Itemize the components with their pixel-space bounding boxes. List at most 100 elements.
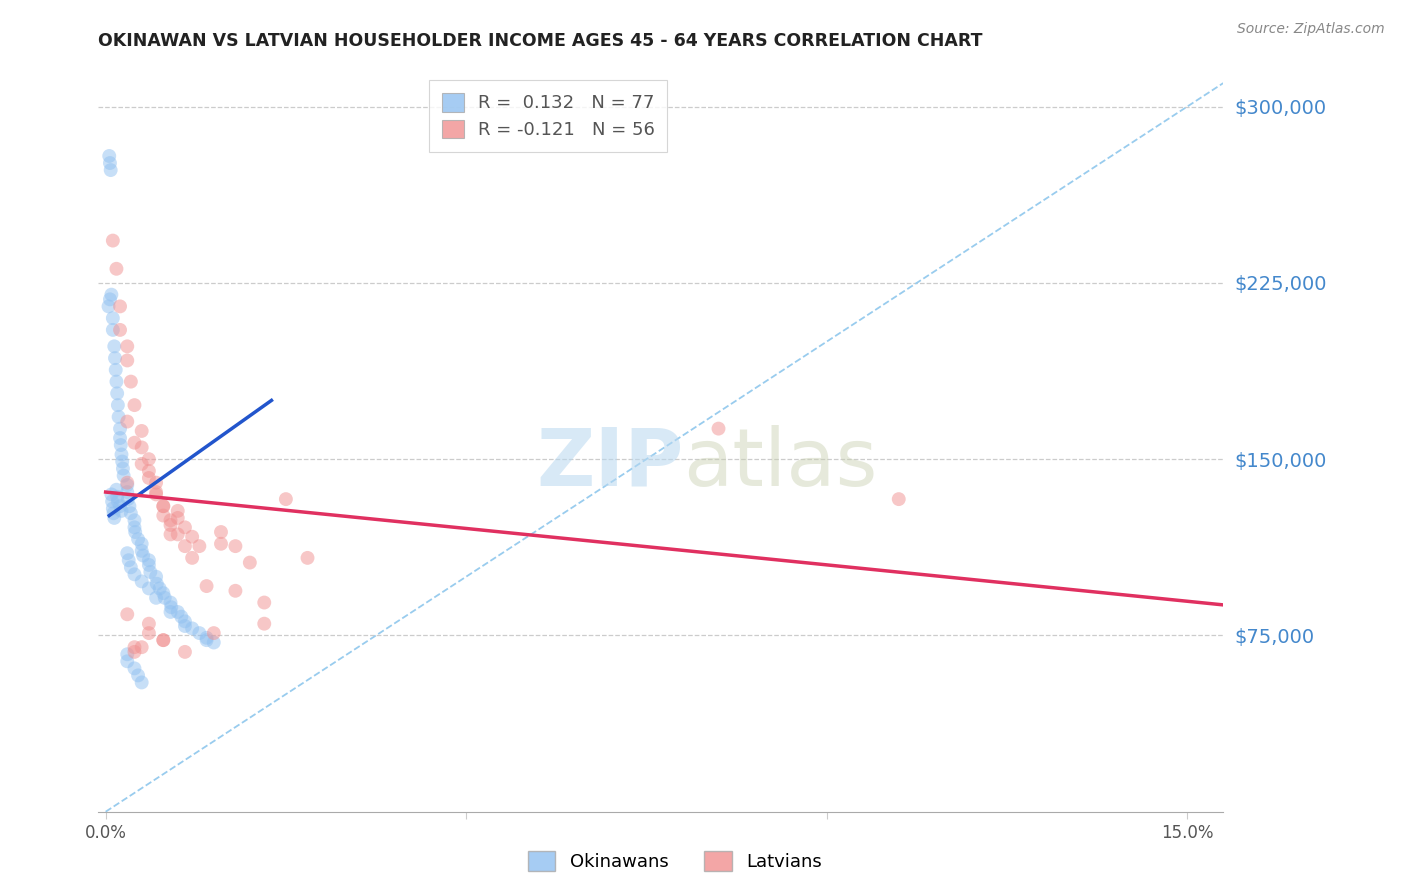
Point [104, 363, 127, 377]
Point [107, 409, 129, 424]
Point [181, 621, 204, 635]
Point [117, 492, 139, 507]
Point [152, 633, 174, 648]
Point [139, 565, 162, 579]
Point [117, 654, 139, 668]
Point [152, 508, 174, 523]
Point [120, 506, 142, 520]
Point [117, 607, 139, 622]
Point [166, 504, 188, 518]
Point [100, 163, 122, 178]
Point [101, 323, 124, 337]
Point [166, 511, 188, 525]
Point [124, 513, 146, 527]
Point [124, 567, 146, 582]
Point [103, 511, 125, 525]
Point [159, 595, 181, 609]
Point [195, 633, 218, 648]
Point [253, 595, 276, 609]
Point [159, 518, 181, 533]
Point [117, 339, 139, 353]
Point [117, 546, 139, 560]
Point [274, 492, 297, 507]
Point [131, 640, 153, 655]
Point [124, 645, 146, 659]
Point [131, 457, 153, 471]
Point [707, 422, 730, 436]
Point [98, 149, 121, 163]
Point [118, 499, 141, 513]
Point [117, 475, 139, 490]
Point [166, 527, 188, 541]
Point [101, 234, 124, 248]
Point [224, 583, 246, 598]
Point [117, 415, 139, 429]
Point [110, 438, 132, 452]
Point [132, 549, 155, 563]
Point [112, 468, 135, 483]
Point [138, 616, 160, 631]
Point [117, 647, 139, 661]
Point [101, 494, 124, 508]
Point [152, 499, 174, 513]
Point [103, 506, 125, 520]
Point [297, 550, 319, 565]
Point [124, 520, 146, 534]
Point [117, 485, 139, 500]
Point [124, 435, 146, 450]
Point [131, 544, 153, 558]
Text: atlas: atlas [683, 425, 877, 503]
Point [105, 490, 128, 504]
Point [124, 640, 146, 655]
Point [101, 311, 124, 326]
Point [174, 520, 197, 534]
Point [202, 626, 225, 640]
Point [105, 386, 128, 401]
Point [145, 570, 167, 584]
Point [110, 504, 132, 518]
Point [152, 499, 174, 513]
Point [138, 582, 160, 596]
Point [103, 339, 125, 353]
Point [174, 539, 197, 553]
Point [124, 398, 146, 412]
Legend: Okinawans, Latvians: Okinawans, Latvians [520, 844, 830, 879]
Point [174, 615, 197, 629]
Point [160, 600, 183, 615]
Point [159, 527, 181, 541]
Point [127, 668, 149, 682]
Point [127, 532, 149, 546]
Point [253, 616, 276, 631]
Point [145, 487, 167, 501]
Point [111, 454, 134, 468]
Point [107, 398, 129, 412]
Point [97, 299, 120, 313]
Point [166, 605, 188, 619]
Point [117, 353, 139, 368]
Point [108, 499, 131, 513]
Point [188, 626, 211, 640]
Point [131, 675, 153, 690]
Point [138, 464, 160, 478]
Point [107, 494, 129, 508]
Point [104, 351, 127, 365]
Point [108, 323, 131, 337]
Point [111, 461, 134, 475]
Point [138, 626, 160, 640]
Point [145, 591, 167, 605]
Point [110, 447, 132, 461]
Point [120, 560, 142, 574]
Point [138, 558, 160, 572]
Point [131, 424, 153, 438]
Point [145, 475, 167, 490]
Point [124, 524, 146, 539]
Text: Source: ZipAtlas.com: Source: ZipAtlas.com [1237, 22, 1385, 37]
Point [159, 605, 181, 619]
Text: ZIP: ZIP [536, 425, 683, 503]
Legend: R =  0.132   N = 77, R = -0.121   N = 56: R = 0.132 N = 77, R = -0.121 N = 56 [429, 80, 668, 152]
Point [209, 524, 232, 539]
Point [209, 537, 232, 551]
Point [118, 553, 141, 567]
Point [120, 375, 142, 389]
Point [195, 579, 218, 593]
